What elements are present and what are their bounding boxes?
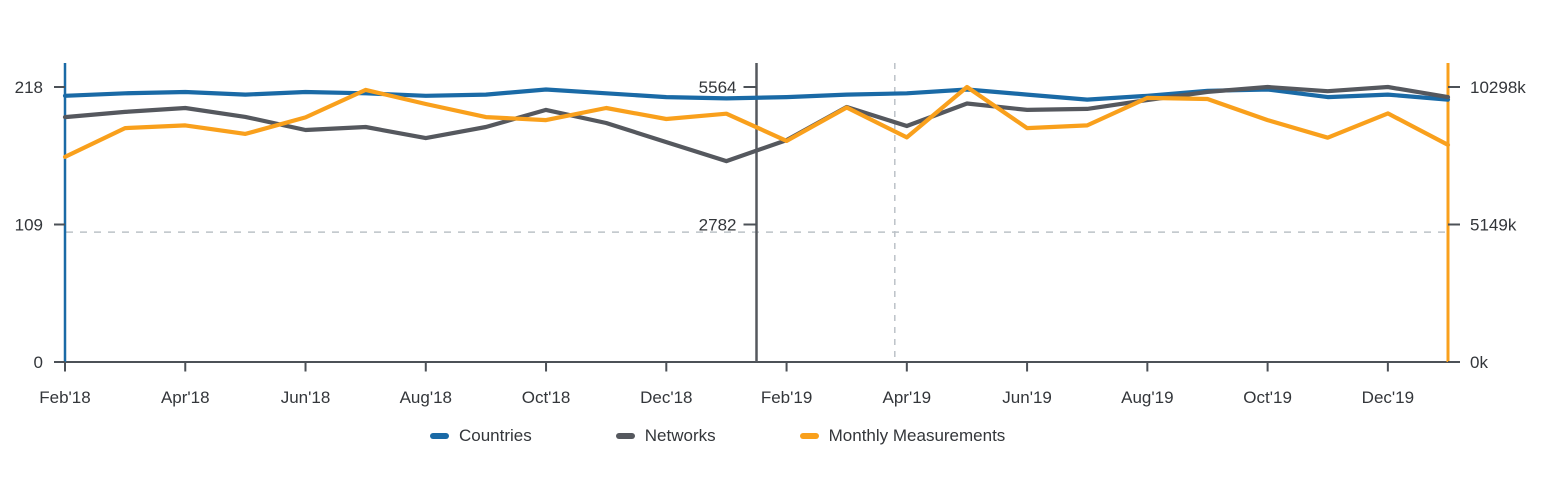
networks-swatch-icon bbox=[615, 433, 635, 439]
x-tick-label: Jun'19 bbox=[1002, 388, 1052, 407]
networks-line bbox=[62, 84, 1451, 164]
right-axis-tick-label: 0k bbox=[1470, 353, 1488, 372]
x-tick-label: Aug'18 bbox=[400, 388, 452, 407]
x-tick-label: Dec'19 bbox=[1362, 388, 1414, 407]
left-axis-tick-label: 0 bbox=[34, 353, 43, 372]
left-axis-tick-label: 218 bbox=[15, 78, 43, 97]
legend-label-monthly-measurements: Monthly Measurements bbox=[828, 426, 1006, 445]
monthly-measurements-swatch-icon bbox=[799, 433, 819, 439]
right-axis-tick-label: 10298k bbox=[1470, 78, 1526, 97]
legend-label-networks: Networks bbox=[644, 426, 716, 445]
legend-item-countries[interactable]: Countries bbox=[430, 426, 532, 446]
middle-axis-tick-label: 2782 bbox=[699, 216, 737, 235]
chart-legend: Countries Networks Monthly Measurements bbox=[430, 426, 1005, 446]
x-tick-label: Dec'18 bbox=[640, 388, 692, 407]
x-tick-label: Feb'19 bbox=[761, 388, 812, 407]
countries-swatch-icon bbox=[430, 433, 449, 439]
middle-axis-tick-label: 5564 bbox=[699, 78, 737, 97]
x-tick-label: Aug'19 bbox=[1121, 388, 1173, 407]
legend-item-networks[interactable]: Networks bbox=[615, 426, 716, 446]
left-axis-tick-label: 109 bbox=[15, 216, 43, 235]
right-axis-tick-label: 5149k bbox=[1470, 216, 1517, 235]
x-tick-label: Oct'18 bbox=[522, 388, 571, 407]
legend-item-monthly-measurements[interactable]: Monthly Measurements bbox=[799, 426, 1006, 446]
x-tick-label: Jun'18 bbox=[281, 388, 331, 407]
x-tick-label: Apr'18 bbox=[161, 388, 210, 407]
legend-label-countries: Countries bbox=[459, 426, 532, 445]
monthly-measurements-line bbox=[62, 84, 1451, 159]
x-tick-label: Oct'19 bbox=[1243, 388, 1292, 407]
x-tick-label: Feb'18 bbox=[39, 388, 90, 407]
x-tick-label: Apr'19 bbox=[883, 388, 932, 407]
